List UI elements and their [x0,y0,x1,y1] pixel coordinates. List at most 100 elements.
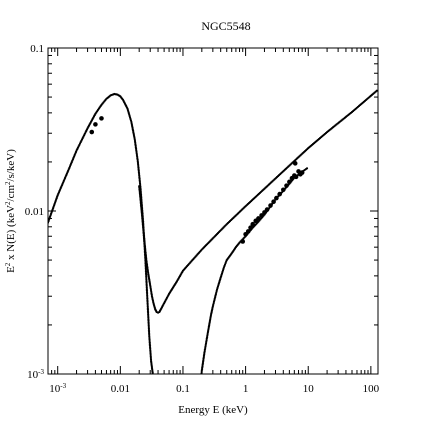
data-point [281,187,286,193]
data-point [89,129,95,135]
y-tick-label: 10-3 [27,368,44,381]
data-point [259,213,264,218]
model-dot [147,322,150,325]
x-axis-ticks [47,48,372,374]
model-dot [145,283,148,286]
model-dot [138,175,141,179]
series-layer [48,89,378,386]
model-dot [146,297,149,300]
model-dot [145,273,148,276]
model-dot [146,305,149,308]
series-2 [199,167,309,386]
model-dot [200,380,202,382]
x-tick-label: 0.01 [111,383,130,395]
model-dot [147,321,150,324]
y-axis-tick-labels: 10-3 0.01 0.1 [25,43,45,381]
model-dot [145,278,148,281]
model-dot [146,306,149,310]
data-point [268,203,273,208]
model-dot [137,169,140,172]
model-dot [146,294,149,297]
y-axis-label: E2 x N(E) (keV2/cm2/s/keV) [4,149,17,273]
model-dot [199,383,201,385]
x-tick-label: 1 [243,383,249,395]
y-axis-ticks [48,47,378,375]
model-dot [145,280,148,283]
model-dot [137,164,140,168]
series-0 [48,92,155,381]
model-dot [146,302,149,305]
model-dot [152,374,154,376]
model-dot [136,161,140,164]
data-point [287,179,292,185]
model-dot [137,163,140,166]
model-dot [147,330,151,333]
data-point [245,229,251,234]
chart-title: NGC5548 [201,19,250,33]
model-dot [145,276,148,280]
model-dot [146,311,150,314]
model-dot [145,281,148,284]
model-dot [137,172,141,176]
model-dot [145,286,148,289]
x-tick-label: 0.1 [176,383,190,395]
model-dot [200,375,202,377]
model-dot [147,314,150,318]
series-1 [138,89,378,314]
model-dot [145,275,148,278]
data-point [293,174,299,180]
model-dot [147,313,150,316]
model-dot [200,381,202,383]
model-dot [153,379,155,381]
model-dot [138,180,141,183]
data-point [277,191,282,197]
model-dot [147,327,150,330]
model-dot [145,287,148,291]
model-dot [136,160,139,163]
model-dot [146,303,149,307]
model-dot [147,318,150,321]
model-dot [152,376,154,378]
series-3 [89,116,305,244]
model-dot [305,167,309,170]
model-dot [146,310,150,313]
model-dot [147,325,150,329]
model-dot [137,168,140,171]
model-dot [147,329,151,332]
y-tick-label: 0.1 [30,43,44,55]
model-dot [145,284,148,288]
y-tick-label: 0.01 [25,206,44,218]
data-point [284,183,289,188]
data-point [292,161,298,166]
data-point [256,216,261,221]
model-dot [147,316,150,319]
data-point [264,207,270,212]
model-dot [138,174,141,177]
model-dot [138,182,142,185]
data-point [271,199,276,205]
model-dot [145,289,149,292]
data-point [299,170,305,175]
model-dot [146,292,149,295]
x-axis-tick-labels: 10-3 0.01 0.1 1 10 100 [49,382,379,395]
plot-frame [47,47,379,375]
model-dot [200,377,202,379]
model-dot [146,308,150,311]
model-dot [153,377,155,379]
model-dot [144,268,148,272]
data-point [240,239,246,244]
x-tick-label: 100 [363,383,380,395]
model-dot [146,295,149,299]
model-dot [138,177,141,180]
x-tick-label: 10 [303,383,315,395]
model-dot [200,378,202,380]
data-point [250,221,256,227]
model-dot [145,291,149,294]
data-point [93,122,98,127]
model-dot [147,319,150,322]
model-dot [199,384,201,386]
model-dot [138,179,141,182]
data-point [274,195,279,201]
